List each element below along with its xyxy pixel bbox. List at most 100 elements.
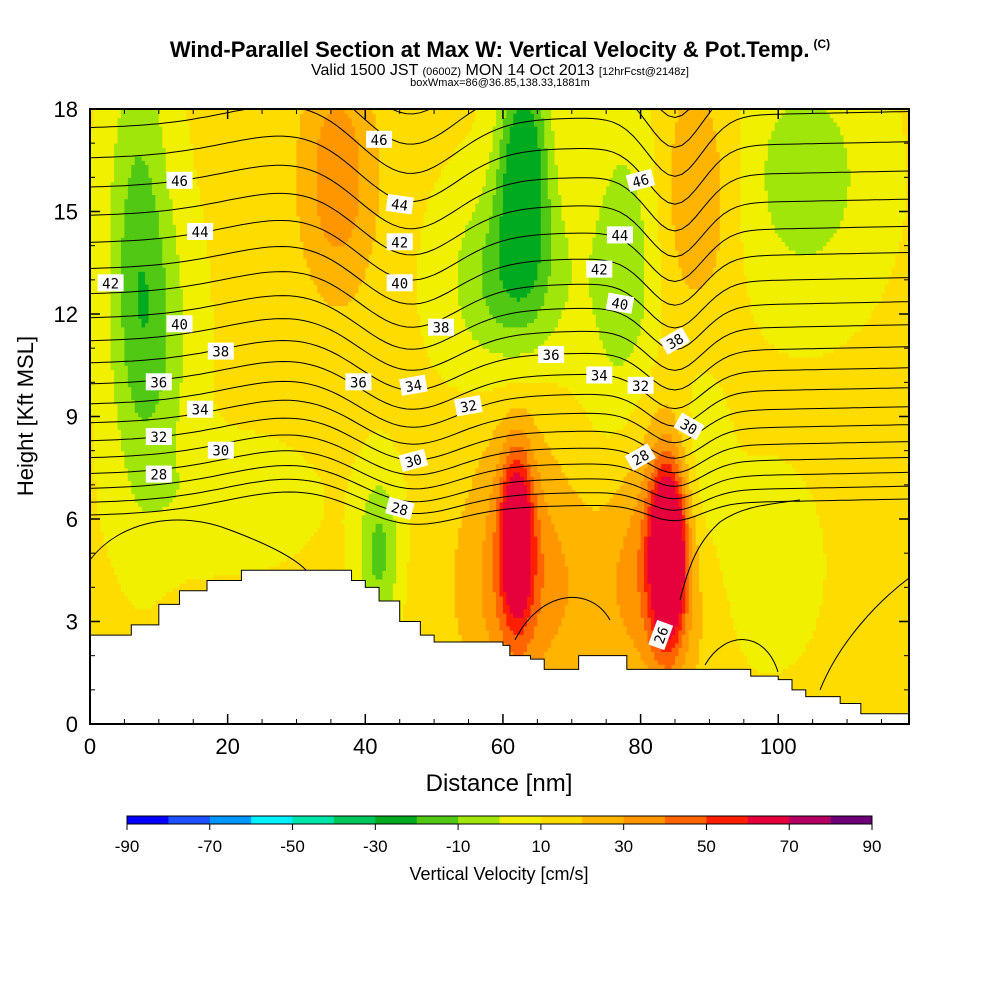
- field-cell: [111, 130, 115, 135]
- field-cell: [128, 476, 132, 481]
- field-cell: [166, 365, 170, 370]
- field-cell: [152, 297, 156, 302]
- field-cell: [166, 596, 170, 601]
- field-cell: [204, 139, 208, 144]
- field-cell: [131, 237, 135, 242]
- field-cell: [176, 361, 180, 366]
- field-cell: [149, 216, 153, 221]
- field-cell: [93, 267, 97, 272]
- field-cell: [111, 246, 115, 251]
- field-cell: [111, 515, 115, 520]
- field-cell: [183, 246, 187, 251]
- field-cell: [200, 246, 204, 251]
- field-cell: [166, 271, 170, 276]
- field-cell: [159, 224, 163, 229]
- field-cell: [155, 280, 159, 285]
- field-cell: [173, 523, 177, 528]
- field-cell: [186, 421, 190, 426]
- field-cell: [124, 476, 128, 481]
- field-cell: [176, 305, 180, 310]
- field-cell: [145, 549, 149, 554]
- field-cell: [128, 395, 132, 400]
- field-cell: [155, 216, 159, 221]
- field-cell: [131, 331, 135, 336]
- field-cell: [145, 310, 149, 315]
- field-cell: [197, 340, 201, 345]
- field-cell: [138, 130, 142, 135]
- field-cell: [138, 459, 142, 464]
- field-cell: [97, 344, 101, 349]
- field-cell: [145, 241, 149, 246]
- field-cell: [97, 335, 101, 340]
- field-cell: [193, 545, 197, 550]
- field-cell: [93, 374, 97, 379]
- field-cell: [193, 451, 197, 456]
- field-cell: [159, 348, 163, 353]
- field-cell: [159, 314, 163, 319]
- field-cell: [152, 241, 156, 246]
- field-cell: [100, 446, 104, 451]
- field-cell: [173, 378, 177, 383]
- field-cell: [111, 135, 115, 140]
- field-cell: [97, 374, 101, 379]
- field-cell: [124, 498, 128, 503]
- field-cell: [197, 169, 201, 174]
- field-cell: [128, 220, 132, 225]
- field-cell: [142, 600, 146, 605]
- field-cell: [100, 229, 104, 234]
- field-cell: [111, 169, 115, 174]
- field-cell: [135, 335, 139, 340]
- field-cell: [176, 557, 180, 562]
- field-cell: [107, 331, 111, 336]
- field-cell: [169, 147, 173, 152]
- field-cell: [155, 365, 159, 370]
- field-cell: [104, 314, 108, 319]
- field-cell: [193, 276, 197, 281]
- field-cell: [173, 276, 177, 281]
- field-cell: [183, 194, 187, 199]
- field-cell: [159, 540, 163, 545]
- field-cell: [107, 301, 111, 306]
- field-cell: [186, 459, 190, 464]
- field-cell: [149, 536, 153, 541]
- field-cell: [97, 258, 101, 263]
- field-cell: [93, 199, 97, 204]
- field-cell: [207, 331, 211, 336]
- field-cell: [121, 130, 125, 135]
- field-cell: [169, 344, 173, 349]
- field-cell: [145, 352, 149, 357]
- field-cell: [186, 122, 190, 127]
- field-cell: [176, 442, 180, 447]
- field-cell: [100, 600, 104, 605]
- field-cell: [162, 220, 166, 225]
- field-cell: [97, 493, 101, 498]
- field-cell: [124, 216, 128, 221]
- field-cell: [152, 455, 156, 460]
- field-cell: [93, 113, 97, 118]
- field-cell: [111, 357, 115, 362]
- field-cell: [193, 370, 197, 375]
- field-cell: [197, 579, 201, 584]
- field-cell: [204, 357, 208, 362]
- field-cell: [173, 241, 177, 246]
- field-cell: [138, 194, 142, 199]
- field-cell: [162, 412, 166, 417]
- field-cell: [142, 169, 146, 174]
- field-cell: [152, 267, 156, 272]
- field-cell: [186, 391, 190, 396]
- field-cell: [93, 421, 97, 426]
- field-cell: [155, 246, 159, 251]
- field-cell: [145, 391, 149, 396]
- field-cell: [124, 246, 128, 251]
- field-cell: [162, 246, 166, 251]
- field-cell: [124, 592, 128, 597]
- field-cell: [128, 177, 132, 182]
- field-cell: [186, 557, 190, 562]
- field-cell: [128, 609, 132, 614]
- field-cell: [145, 233, 149, 238]
- field-cell: [204, 126, 208, 131]
- field-cell: [124, 425, 128, 430]
- field-cell: [162, 305, 166, 310]
- field-cell: [124, 446, 128, 451]
- field-cell: [107, 323, 111, 328]
